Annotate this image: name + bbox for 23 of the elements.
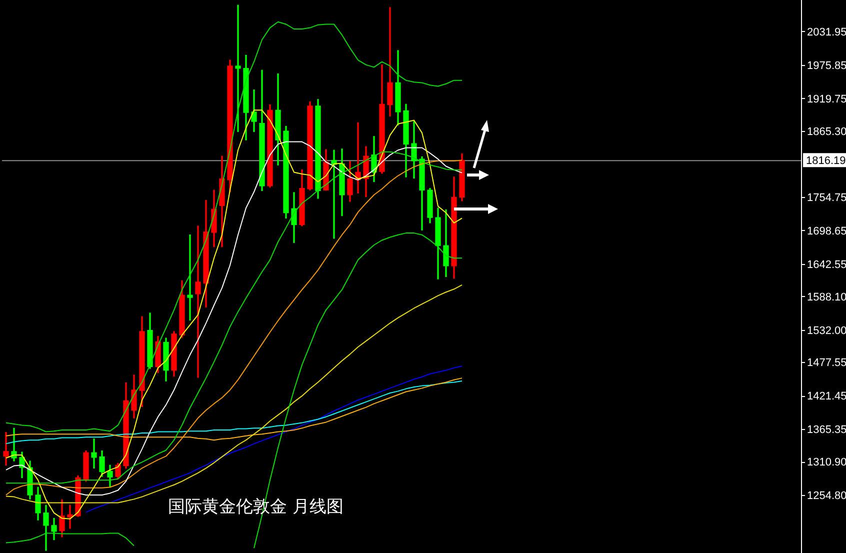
candlestick [91,438,97,468]
y-tick-label: 1254.80 [807,490,846,502]
y-tick-label: 1698.65 [807,225,846,238]
candlestick [195,226,201,378]
y-tick-label: 1919.75 [807,93,846,106]
y-tick-label: 1421.45 [807,390,846,403]
y-tick-label: 1642.55 [807,258,846,271]
y-tick-label: 1865.30 [807,126,846,138]
ref-line-label: 1816.19 [806,155,846,168]
candlestick [67,504,73,529]
candlestick [187,234,193,321]
candlestick [3,432,9,466]
y-tick-label: 1477.55 [807,357,846,370]
candlestick [235,4,241,132]
y-tick-label: 2031.95 [807,26,846,38]
y-tick-label: 1754.75 [807,192,846,204]
candlestick [387,7,393,116]
y-tick-label: 1532.00 [807,324,846,337]
candlestick [331,150,337,239]
y-tick-label: 1975.85 [807,60,846,72]
y-tick-label: 1365.35 [807,424,846,436]
y-tick-label: 1588.10 [807,291,846,304]
y-tick-label: 1310.90 [807,456,846,469]
